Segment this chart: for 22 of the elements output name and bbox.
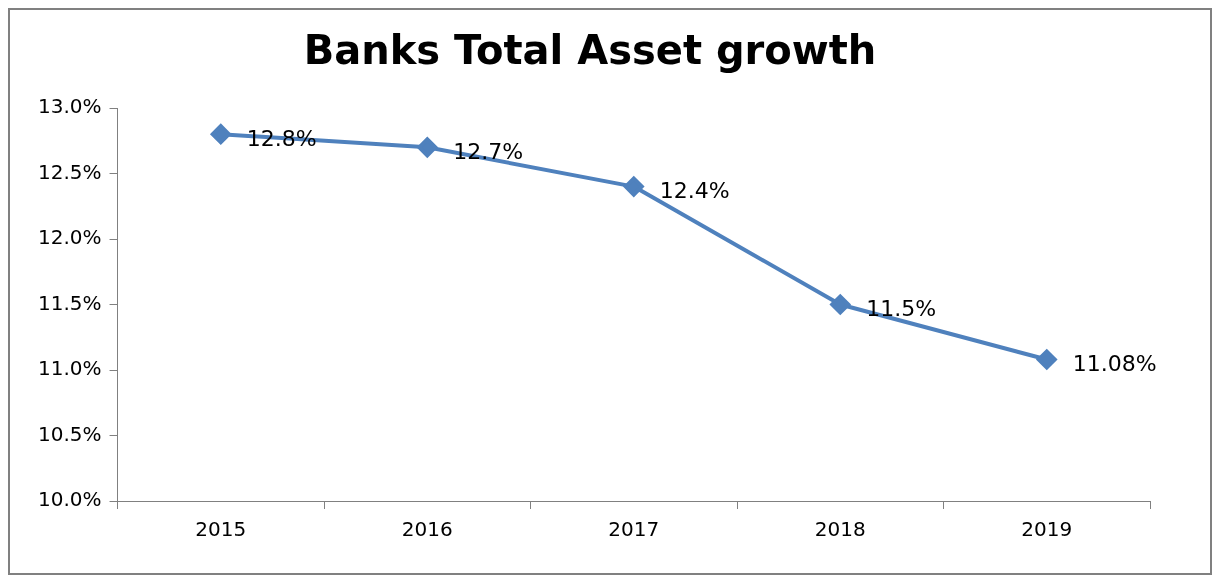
y-tick-label: 13.0% bbox=[37, 94, 102, 119]
y-tick-label: 12.0% bbox=[37, 225, 102, 250]
point bbox=[210, 124, 231, 145]
x-tick-label: 2019 bbox=[1021, 517, 1073, 542]
y-tick-label: 11.0% bbox=[37, 356, 102, 381]
point bbox=[830, 294, 851, 315]
y-tick-label: 11.5% bbox=[37, 290, 102, 315]
point bbox=[417, 137, 438, 158]
x-tick-label: 2017 bbox=[608, 517, 660, 542]
y-tick-label: 10.0% bbox=[37, 487, 102, 512]
chart-title: Banks Total Asset growth bbox=[303, 27, 877, 74]
y-tick-label: 10.5% bbox=[37, 421, 102, 446]
data-label: 12.4% bbox=[659, 178, 730, 204]
y-tick-label: 12.5% bbox=[37, 159, 102, 184]
data-label: 12.7% bbox=[453, 139, 524, 165]
data-label: 11.5% bbox=[866, 296, 937, 322]
x-tick-label: 2015 bbox=[195, 517, 247, 542]
point bbox=[1036, 349, 1057, 370]
data-label: 11.08% bbox=[1072, 351, 1157, 377]
point bbox=[623, 176, 644, 197]
x-tick-label: 2018 bbox=[814, 517, 866, 542]
x-tick-label: 2016 bbox=[401, 517, 453, 542]
